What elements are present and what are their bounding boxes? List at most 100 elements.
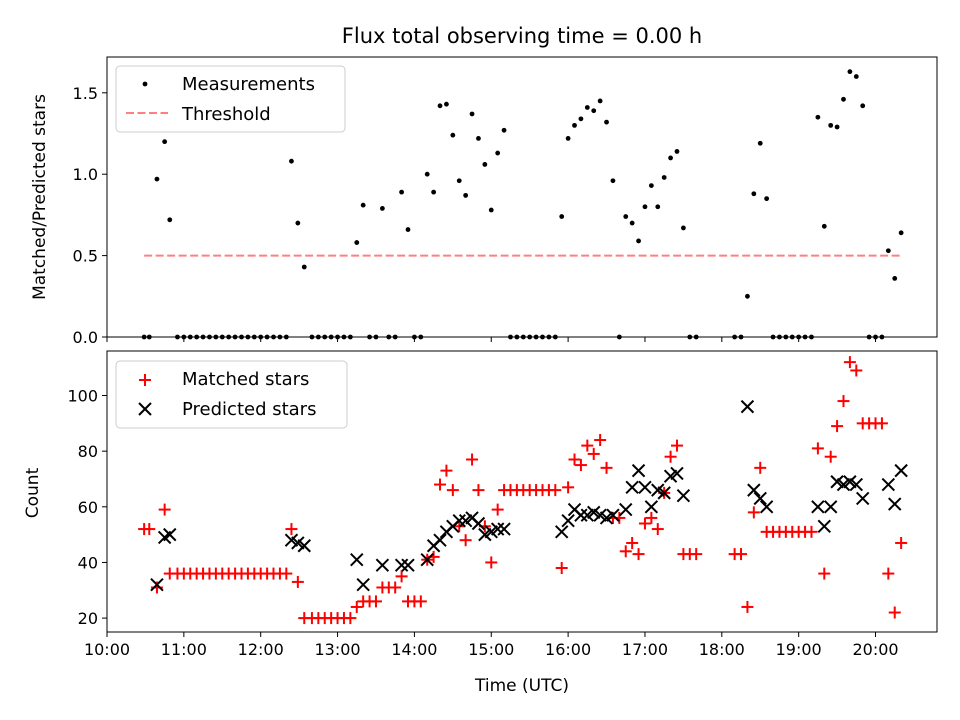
measurements-point: [424, 171, 430, 177]
measurements-point: [167, 217, 173, 223]
matched-stars-point: [875, 417, 888, 430]
predicted-stars-point: [823, 500, 838, 514]
matched-stars-point: [562, 481, 575, 494]
predicted-stars-point: [753, 491, 767, 506]
matched-stars-point: [459, 534, 472, 547]
x-stroke: [811, 500, 825, 514]
measurements-point: [642, 204, 648, 210]
x-stroke: [452, 514, 466, 528]
measurements-point: [623, 214, 629, 219]
predicted-stars-point: [888, 497, 902, 511]
predicted-stars-point: [497, 522, 511, 536]
predicted-stars-point: [350, 552, 364, 567]
measurements-point: [898, 230, 904, 236]
x-tick-label: 11:00: [161, 640, 207, 659]
measurements-point: [661, 175, 667, 180]
x-tick-label: 15:00: [468, 640, 514, 659]
matched-stars-point: [882, 567, 895, 580]
predicted-stars-point: [561, 514, 575, 528]
matched-stars-point: [600, 461, 613, 474]
top-panel-y-axis-label: Matched/Predicted stars: [30, 94, 50, 300]
matched-stars-point: [619, 545, 632, 558]
predicted-stars-point: [759, 500, 774, 514]
predicted-stars-point: [644, 500, 659, 514]
x-stroke: [657, 486, 671, 500]
matched-stars-point: [568, 453, 581, 466]
x-stroke: [291, 536, 305, 550]
x-tick-label: 16:00: [545, 640, 591, 659]
measurements-point: [495, 150, 501, 156]
y-tick-label: 0.5: [73, 247, 98, 266]
predicted-stars-point: [657, 486, 671, 500]
predicted-stars-point: [638, 480, 652, 495]
measurements-point: [559, 214, 565, 219]
matched-stars-point: [747, 506, 760, 519]
measurements-point: [745, 293, 750, 299]
y-tick-label: 0.0: [73, 328, 98, 347]
top-panel-y-ticks: 0.0 0.5 1.0 1.5: [73, 84, 107, 347]
x-stroke: [888, 497, 902, 511]
measurements-point: [289, 158, 294, 164]
bottom-panel-x-ticks: 10:00 11:00 12:00 13:00 14:00 15:00 16:00 17:00…: [84, 632, 899, 659]
bottom-panel: 20 40 60 80 100 10:00 11:00 12:00 13:00 14:00 15:…: [23, 350, 938, 696]
predicted-stars-point: [356, 577, 370, 592]
measurements-point: [828, 122, 834, 128]
x-stroke: [350, 552, 364, 567]
matched-stars-point: [888, 606, 901, 619]
x-stroke: [843, 475, 857, 489]
x-stroke: [356, 577, 370, 592]
matched-stars-point: [811, 442, 824, 455]
x-stroke: [554, 525, 569, 539]
predicted-stars-point: [574, 508, 588, 522]
matched-stars-point: [485, 556, 498, 569]
x-stroke: [497, 522, 511, 536]
measurements-point: [469, 111, 475, 117]
predicted-stars-point: [619, 502, 633, 517]
matched-stars-point: [344, 612, 357, 625]
predicted-stars-point: [163, 527, 177, 542]
measurements-point: [301, 264, 307, 270]
x-stroke: [651, 483, 665, 497]
matched-stars-point: [574, 459, 587, 472]
measurements-point: [405, 227, 411, 232]
matched-stars-point: [587, 447, 600, 460]
x-stroke: [817, 519, 831, 533]
predicted-stars-point: [375, 558, 390, 572]
predicted-stars-point: [401, 558, 415, 572]
measurements-point: [456, 178, 462, 184]
matched-stars-point: [645, 511, 658, 524]
measurements-point: [751, 191, 757, 197]
x-stroke: [420, 552, 434, 567]
matched-stars-point: [651, 523, 664, 536]
x-stroke: [401, 558, 415, 572]
matched-stars-point: [446, 484, 459, 497]
matched-stars-point: [291, 575, 304, 588]
bottom-panel-y-axis-label: Count: [23, 467, 43, 518]
bottom-panel-y-ticks: 20 40 60 80 100: [67, 387, 107, 628]
matched-stars-point: [466, 453, 479, 466]
matched-stars-point: [690, 548, 703, 561]
top-panel-marks: [141, 69, 904, 340]
matched-stars-point: [850, 364, 863, 377]
matched-stars-point: [895, 536, 908, 549]
x-stroke: [284, 533, 299, 547]
measurements-point: [636, 238, 641, 244]
bottom-panel-marks: [138, 356, 908, 625]
predicted-stars-point: [490, 522, 505, 536]
x-stroke: [394, 558, 409, 572]
x-stroke: [823, 500, 838, 514]
predicted-stars-point: [452, 514, 466, 528]
y-tick-label: 100: [67, 387, 98, 406]
matched-stars-point: [664, 450, 677, 463]
matched-stars-point: [285, 523, 298, 536]
x-stroke: [740, 399, 755, 414]
x-stroke: [894, 463, 908, 478]
matched-stars-point: [741, 600, 754, 613]
legend-matched-stars-marker: [139, 374, 151, 386]
measurements-point: [655, 204, 661, 210]
predicted-stars-point: [297, 539, 311, 553]
x-stroke: [856, 491, 870, 506]
measurements-point: [648, 183, 654, 189]
predicted-stars-point: [676, 488, 691, 503]
